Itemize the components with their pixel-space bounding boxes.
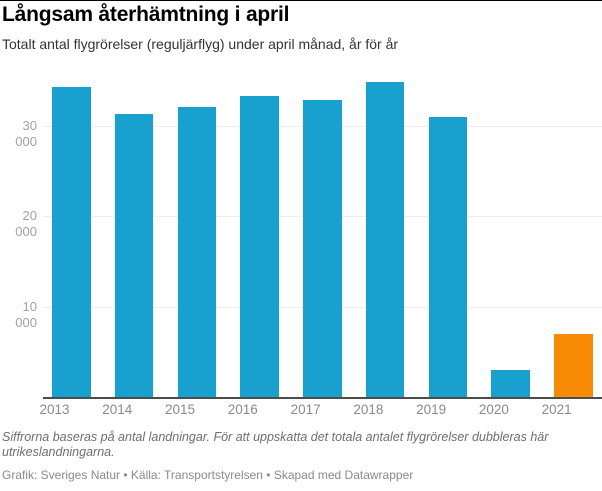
bar-2019 <box>428 117 468 398</box>
bar-2020 <box>491 369 530 398</box>
x-tick-label-2013: 2013 <box>39 402 70 417</box>
chart-note: Siffrorna baseras på antal landningar. F… <box>2 430 549 459</box>
x-tick-label-2015: 2015 <box>164 402 196 417</box>
bar-2016 <box>240 96 279 398</box>
x-tick-label-2018: 2018 <box>353 402 384 417</box>
x-tick-label-2019: 2019 <box>416 402 447 417</box>
chart-credits: Grafik: Sveriges Natur • Källa: Transpor… <box>2 468 414 482</box>
x-tick-label-2014: 2014 <box>102 402 133 417</box>
bar-2013 <box>52 87 91 398</box>
x-tick-label-2021: 2021 <box>541 402 572 417</box>
bar-2015 <box>177 107 216 398</box>
bar-2017 <box>303 100 342 398</box>
bar-2018 <box>365 81 405 398</box>
chart-subtitle: Totalt antal flygrörelser (reguljärflyg)… <box>2 36 399 52</box>
y-tick-label: 20 000 <box>15 208 37 240</box>
bar-2021 <box>554 334 593 398</box>
x-tick-label-2020: 2020 <box>478 402 509 417</box>
bar-2014 <box>114 113 154 398</box>
page-title: Långsam återhämtning i april <box>2 3 290 26</box>
y-tick-label: 10 000 <box>15 299 37 331</box>
x-tick-label-2017: 2017 <box>290 402 321 417</box>
x-tick-label-2016: 2016 <box>227 402 258 417</box>
y-tick-label: 30 000 <box>15 117 37 149</box>
x-axis-line <box>43 397 602 399</box>
